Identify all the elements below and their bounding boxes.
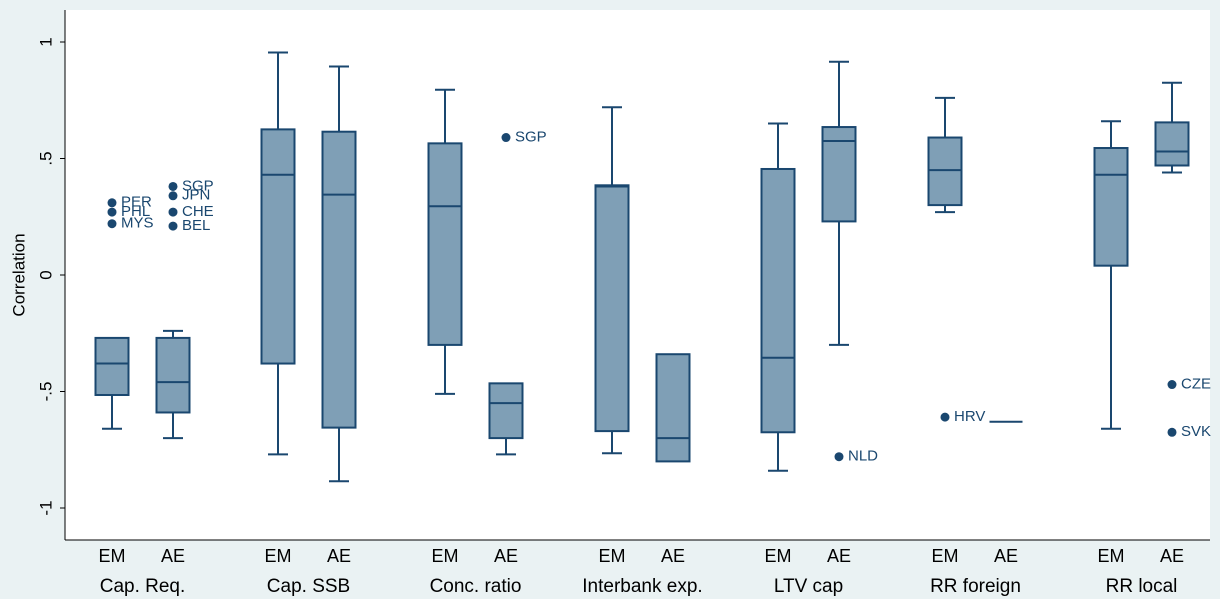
- y-tick-label: -1: [36, 500, 55, 515]
- outlier-label: CHE: [182, 203, 214, 220]
- outlier-label: HRV: [954, 408, 985, 425]
- outlier-label: JPN: [182, 187, 210, 204]
- outlier-label: SGP: [515, 128, 547, 145]
- outlier-point: [168, 191, 178, 201]
- outlier-label: NLD: [848, 448, 878, 465]
- category-label: RR local: [1106, 576, 1178, 597]
- y-tick-label: 0: [36, 270, 55, 279]
- outlier-label: SVK: [1181, 423, 1211, 440]
- box-body: [427, 142, 463, 346]
- outlier-point: [1167, 427, 1177, 437]
- outlier-point: [940, 412, 950, 422]
- box-em: HRV: [927, 96, 985, 425]
- outlier-point: [168, 181, 178, 191]
- group-label: AE: [1160, 546, 1184, 566]
- box-body: [927, 136, 963, 207]
- group-label: EM: [99, 546, 126, 566]
- group-label: AE: [494, 546, 518, 566]
- group-label: EM: [765, 546, 792, 566]
- outlier-label: SGP: [182, 177, 214, 194]
- box-ae: CZE SVK: [1154, 81, 1211, 440]
- box-ae: [655, 353, 691, 463]
- box-em: [760, 122, 796, 472]
- category-label: RR foreign: [930, 576, 1021, 597]
- y-tick-label: -.5: [36, 382, 55, 402]
- group-label: EM: [932, 546, 959, 566]
- outlier-point: [501, 133, 511, 143]
- y-axis-title: Correlation: [9, 233, 28, 316]
- box-body: [594, 184, 630, 433]
- group-label: AE: [327, 546, 351, 566]
- box-body: [321, 130, 357, 429]
- outlier-point: [107, 219, 117, 229]
- category-label: Interbank exp.: [582, 576, 702, 597]
- box-body: [94, 336, 130, 396]
- box-ae: [321, 65, 357, 483]
- box-body: [155, 336, 191, 414]
- box-body: [821, 126, 857, 223]
- box-body: [1154, 121, 1190, 167]
- box-em: [1093, 120, 1129, 430]
- box-body: [760, 167, 796, 434]
- box-body: [260, 128, 296, 365]
- group-label: AE: [661, 546, 685, 566]
- group-label: EM: [432, 546, 459, 566]
- category-label: Cap. Req.: [100, 576, 186, 597]
- outlier-point: [834, 452, 844, 462]
- outlier-label: BEL: [182, 217, 210, 234]
- box-body: [1093, 147, 1129, 267]
- outlier-label: PER: [121, 194, 152, 211]
- outlier-label: PHL: [121, 203, 150, 220]
- box-em: [594, 106, 630, 455]
- y-tick-label: .5: [36, 151, 55, 165]
- outlier-point: [1167, 380, 1177, 390]
- category-label: LTV cap: [774, 576, 843, 597]
- group-label: AE: [161, 546, 185, 566]
- group-label: AE: [827, 546, 851, 566]
- outlier-point: [168, 207, 178, 217]
- x-axis: EM AE Cap. Req. EM AE Cap. SSB EM AE Conc. ratio…: [65, 539, 1210, 597]
- outlier-point: [168, 221, 178, 231]
- group-label: EM: [265, 546, 292, 566]
- outlier-label: MYS: [121, 215, 154, 232]
- outlier-point: [107, 207, 117, 217]
- group-label: EM: [1098, 546, 1125, 566]
- outlier-label: CZE: [1181, 375, 1211, 392]
- box-body: [488, 382, 524, 440]
- y-axis: -1 -.5 0 .5 1 Correlation: [9, 10, 66, 540]
- category-label: Cap. SSB: [267, 576, 350, 597]
- category-label: Conc. ratio: [430, 576, 522, 597]
- box-body: [655, 353, 691, 463]
- box-em: [260, 51, 296, 456]
- group-label: EM: [599, 546, 626, 566]
- box-ae: SGP: [488, 128, 547, 456]
- box-em: [427, 88, 463, 395]
- group-label: AE: [994, 546, 1018, 566]
- plot-area: [65, 10, 1210, 540]
- box-ae: NLD: [821, 60, 878, 465]
- outlier-point: [107, 198, 117, 208]
- y-tick-label: 1: [36, 37, 55, 46]
